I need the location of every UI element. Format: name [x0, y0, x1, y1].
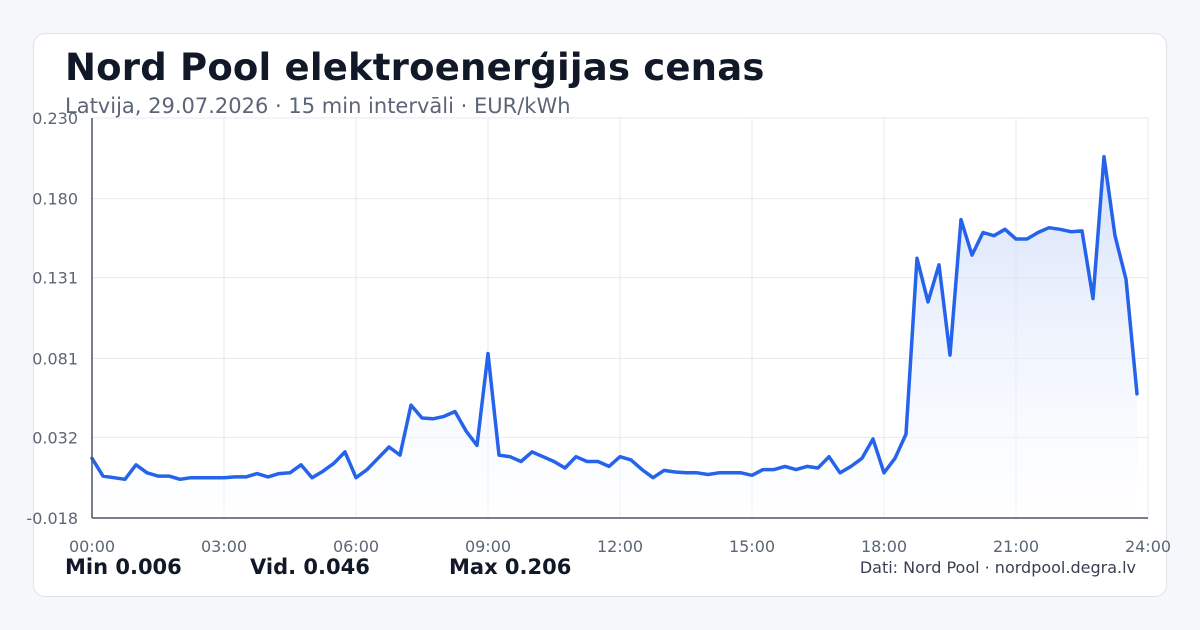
page-title: Nord Pool elektroenerģijas cenas	[65, 46, 765, 89]
min-price: Min 0.006	[65, 555, 182, 579]
y-tick-label: 0.032	[32, 428, 78, 447]
x-tick-label: 00:00	[69, 537, 115, 556]
chart-axes	[91, 118, 1148, 519]
max-price: Max 0.206	[449, 555, 572, 579]
avg-price: Vid. 0.046	[250, 555, 370, 579]
x-tick-label: 09:00	[465, 537, 511, 556]
y-tick-label: 0.131	[32, 269, 78, 288]
x-tick-label: 06:00	[333, 537, 379, 556]
x-tick-label: 15:00	[729, 537, 775, 556]
data-source: Dati: Nord Pool · nordpool.degra.lv	[859, 558, 1136, 577]
price-line	[90, 154, 1139, 482]
x-tick-label: 24:00	[1125, 537, 1171, 556]
y-tick-label: 0.230	[32, 109, 78, 128]
price-area	[92, 156, 1137, 518]
x-tick-label: 03:00	[201, 537, 247, 556]
x-tick-label: 18:00	[861, 537, 907, 556]
page-subtitle: Latvija, 29.07.2026 · 15 min intervāli ·…	[65, 94, 571, 118]
y-tick-label: -0.018	[26, 509, 78, 528]
y-tick-label: 0.081	[32, 349, 78, 368]
x-tick-label: 12:00	[597, 537, 643, 556]
x-tick-label: 21:00	[993, 537, 1039, 556]
y-tick-label: 0.180	[32, 190, 78, 209]
